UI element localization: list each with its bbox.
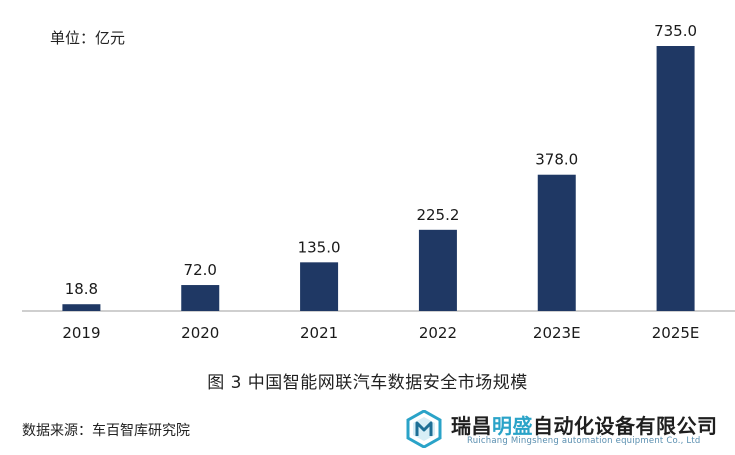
value-label-2021: 135.0: [298, 238, 341, 256]
value-label-2019: 18.8: [65, 280, 98, 298]
company-name-accent: 明盛: [492, 414, 533, 438]
company-logo: 瑞昌明盛自动化设备有限公司 Ruichang Mingsheng automat…: [405, 408, 730, 452]
company-english-name: Ruichang Mingsheng automation equipment …: [467, 436, 701, 446]
company-name-part-1: 瑞昌: [451, 414, 492, 438]
tick-label-2025E: 2025E: [652, 324, 700, 342]
data-source-note: 数据来源：车百智库研究院: [22, 423, 190, 439]
tick-label-2019: 2019: [62, 324, 100, 342]
value-label-2022: 225.2: [416, 206, 459, 224]
tick-label-2020: 2020: [181, 324, 219, 342]
value-label-2023E: 378.0: [535, 151, 578, 169]
bar-2023E: [537, 174, 576, 311]
value-label-2020: 72.0: [184, 261, 217, 279]
value-label-2025E: 735.0: [654, 22, 697, 40]
tick-label-2023E: 2023E: [533, 324, 581, 342]
bar-2021: [300, 262, 339, 311]
company-name: 瑞昌明盛自动化设备有限公司: [451, 410, 718, 439]
market-size-bar-chart: 18.8 72.0 135.0 225.2 378.0 735.0 2019 2020 202…: [22, 22, 735, 342]
tick-label-2022: 2022: [419, 324, 457, 342]
company-name-part-2: 自动化设备有限公司: [533, 414, 718, 438]
mingsheng-logo-icon: [406, 410, 442, 448]
bar-2020: [181, 285, 220, 311]
figure-caption: 图 3 中国智能网联汽车数据安全市场规模: [207, 373, 528, 393]
tick-label-2021: 2021: [300, 324, 338, 342]
bar-2022: [418, 229, 457, 311]
unit-label: 单位：亿元: [50, 29, 126, 47]
bar-2025E: [656, 46, 695, 311]
bar-2019: [62, 304, 101, 311]
